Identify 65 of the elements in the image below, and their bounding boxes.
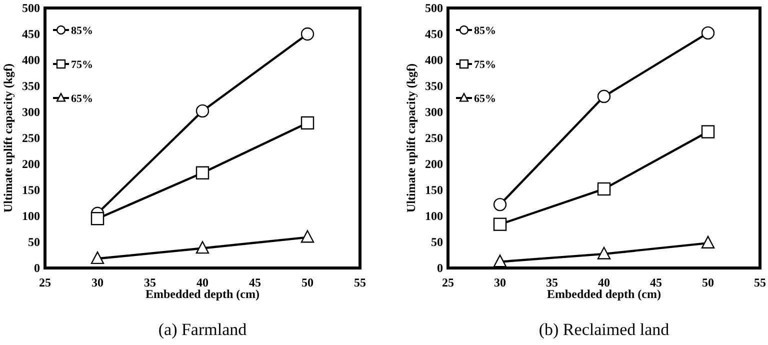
x-tick-label: 55 xyxy=(354,276,366,290)
y-tick-label: 300 xyxy=(425,104,443,119)
y-axis-title: Ultimate uplift capacity (kgf) xyxy=(1,64,15,212)
x-axis-title: Embedded depth (cm) xyxy=(145,287,260,301)
x-tick-label: 50 xyxy=(302,276,314,290)
point xyxy=(493,254,507,268)
x-tick-label: 50 xyxy=(702,276,714,290)
y-tick-label: 350 xyxy=(425,78,443,93)
y-tick-label: 500 xyxy=(425,0,443,15)
y-tick-label: 100 xyxy=(425,208,443,223)
y-tick-label: 0 xyxy=(34,260,40,275)
y-tick-label: 450 xyxy=(22,26,40,41)
point xyxy=(493,198,507,212)
y-tick-label: 300 xyxy=(22,104,40,119)
point xyxy=(300,116,314,130)
y-tick-label: 250 xyxy=(22,130,40,145)
point xyxy=(701,125,715,138)
y-tick-label: 50 xyxy=(431,234,443,249)
point xyxy=(597,90,611,103)
x-tick-label: 25 xyxy=(442,276,454,290)
point xyxy=(196,241,210,254)
y-tick-label: 100 xyxy=(22,208,40,223)
y-tick-label: 400 xyxy=(22,52,40,67)
point xyxy=(300,230,314,243)
legend-label: 65% xyxy=(71,93,93,105)
y-tick-label: 500 xyxy=(22,0,40,15)
y-tick-label: 350 xyxy=(22,78,40,93)
point xyxy=(196,104,210,118)
y-tick-label: 150 xyxy=(425,182,443,197)
x-tick-label: 40 xyxy=(196,276,208,290)
x-tick-label: 35 xyxy=(144,276,156,290)
legend-label: 75% xyxy=(71,59,93,71)
x-tick-label: 55 xyxy=(754,276,766,290)
y-tick-label: 400 xyxy=(425,52,443,67)
x-axis-title: Embedded depth (cm) xyxy=(546,287,662,301)
x-tick-label: 25 xyxy=(39,276,51,290)
y-tick-label: 450 xyxy=(425,26,443,41)
text: (a) Farmland xyxy=(158,320,248,339)
y-tick-label: 250 xyxy=(425,130,443,145)
point xyxy=(196,166,210,180)
legend-label: 85% xyxy=(71,25,93,37)
point xyxy=(597,182,611,196)
point xyxy=(597,246,611,260)
x-tick-label: 45 xyxy=(650,276,662,290)
y-tick-label: 50 xyxy=(28,234,40,249)
legend-label: 65% xyxy=(474,93,496,105)
x-tick-label: 30 xyxy=(494,276,506,290)
text: (b) Reclaimed land xyxy=(538,320,670,339)
y-axis-title: Ultimate uplift capacity (kgf) xyxy=(404,64,418,212)
y-tick-label: 150 xyxy=(22,182,40,197)
y-tick-label: 200 xyxy=(425,156,443,171)
point xyxy=(493,218,507,231)
point xyxy=(90,212,104,226)
point xyxy=(300,27,314,41)
x-tick-label: 40 xyxy=(598,276,610,290)
x-tick-label: 35 xyxy=(546,276,558,290)
y-tick-label: 200 xyxy=(22,156,40,171)
x-tick-label: 45 xyxy=(249,276,261,290)
y-tick-label: 0 xyxy=(437,260,443,275)
point xyxy=(90,251,104,264)
point xyxy=(701,26,715,40)
x-tick-label: 30 xyxy=(92,276,104,290)
point xyxy=(701,236,715,248)
legend-label: 85% xyxy=(474,25,496,37)
legend-label: 75% xyxy=(474,59,496,71)
